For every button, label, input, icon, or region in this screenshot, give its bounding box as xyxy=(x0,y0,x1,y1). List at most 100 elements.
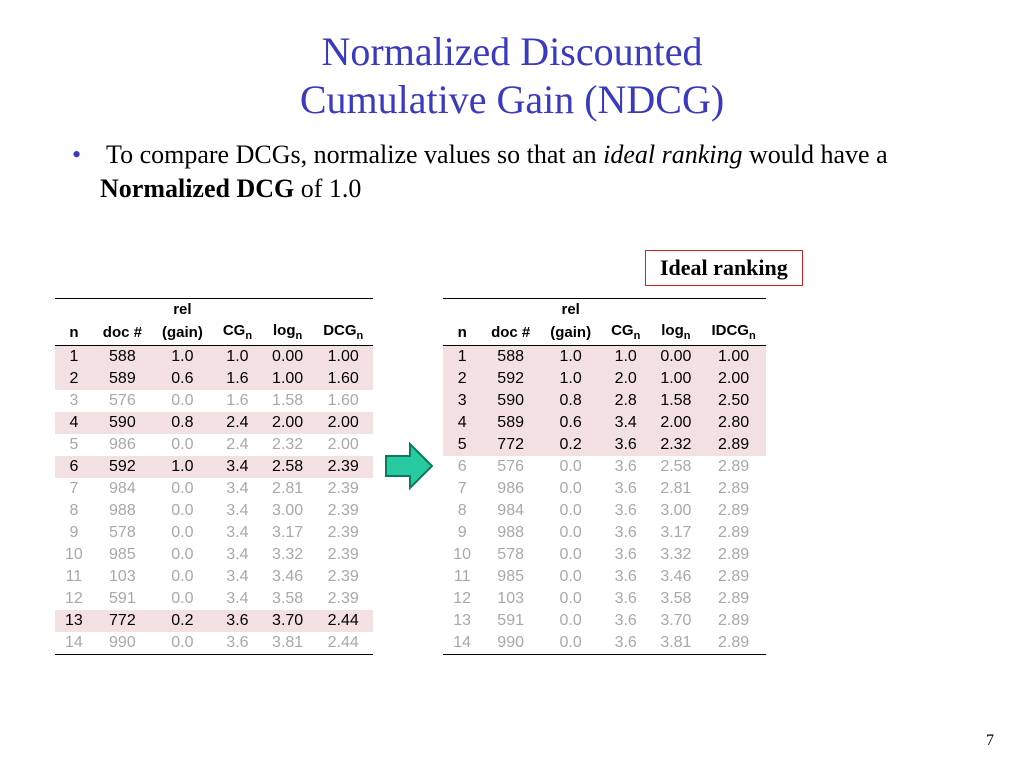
bullet-text-post: of 1.0 xyxy=(294,174,361,203)
table-cell: 2.39 xyxy=(313,522,373,544)
right-table-container: rel ndoc #(gain)CGnlognIDCGn15881.01.00.… xyxy=(443,298,765,655)
arrow-wrap xyxy=(373,438,443,494)
table-cell: 0.6 xyxy=(152,368,213,390)
table-cell: 2.89 xyxy=(701,632,765,655)
table-cell: 0.0 xyxy=(540,566,601,588)
table-cell: 591 xyxy=(93,588,152,610)
tables-row: rel ndoc #(gain)CGnlognDCGn15881.01.00.0… xyxy=(55,298,984,655)
table-cell: 590 xyxy=(481,390,540,412)
arrow-right-icon xyxy=(380,438,436,494)
table-cell: 3.6 xyxy=(601,456,650,478)
table-cell: 2 xyxy=(443,368,481,390)
table-cell: 990 xyxy=(93,632,152,655)
table-cell: 11 xyxy=(443,566,481,588)
table-cell: 5 xyxy=(443,434,481,456)
table-cell: 10 xyxy=(55,544,93,566)
title-line-2: Cumulative Gain (NDCG) xyxy=(300,77,724,122)
table-cell: 3.70 xyxy=(262,610,313,632)
table-cell: 1.58 xyxy=(650,390,701,412)
table-cell: 1.00 xyxy=(650,368,701,390)
table-cell: 4 xyxy=(55,412,93,434)
table-cell: 2.89 xyxy=(701,610,765,632)
table-row: 89840.03.63.002.89 xyxy=(443,500,765,522)
dcg-header-top: rel xyxy=(152,299,213,321)
dcg-header: logn xyxy=(262,320,313,346)
table-cell: 0.0 xyxy=(152,566,213,588)
table-cell: 103 xyxy=(93,566,152,588)
slide: Normalized Discounted Cumulative Gain (N… xyxy=(0,0,1024,768)
idcg-header: IDCGn xyxy=(701,320,765,346)
table-cell: 2.89 xyxy=(701,588,765,610)
bullet-text-mid: would have a xyxy=(743,140,888,169)
table-cell: 988 xyxy=(481,522,540,544)
table-cell: 1.0 xyxy=(540,368,601,390)
table-cell: 3 xyxy=(443,390,481,412)
table-cell: 578 xyxy=(93,522,152,544)
table-cell: 3.6 xyxy=(601,566,650,588)
table-cell: 985 xyxy=(481,566,540,588)
idcg-header-top xyxy=(443,299,481,321)
table-cell: 576 xyxy=(93,390,152,412)
table-row: 89880.03.43.002.39 xyxy=(55,500,373,522)
table-cell: 1.6 xyxy=(213,390,262,412)
bullet-text-pre: To compare DCGs, normalize values so tha… xyxy=(106,140,603,169)
table-cell: 2.39 xyxy=(313,588,373,610)
table-row: 45890.63.42.002.80 xyxy=(443,412,765,434)
table-cell: 988 xyxy=(93,500,152,522)
table-cell: 3.17 xyxy=(262,522,313,544)
table-row: 99880.03.63.172.89 xyxy=(443,522,765,544)
table-cell: 985 xyxy=(93,544,152,566)
table-row: 149900.03.63.812.44 xyxy=(55,632,373,655)
table-cell: 12 xyxy=(443,588,481,610)
table-cell: 578 xyxy=(481,544,540,566)
table-cell: 986 xyxy=(93,434,152,456)
table-cell: 2.0 xyxy=(601,368,650,390)
table-cell: 0.00 xyxy=(650,346,701,369)
table-row: 121030.03.63.582.89 xyxy=(443,588,765,610)
table-cell: 2.81 xyxy=(650,478,701,500)
table-cell: 3.6 xyxy=(601,610,650,632)
table-row: 149900.03.63.812.89 xyxy=(443,632,765,655)
table-cell: 2.89 xyxy=(701,522,765,544)
table-cell: 1.00 xyxy=(262,368,313,390)
table-cell: 1.0 xyxy=(152,346,213,369)
table-cell: 2.50 xyxy=(701,390,765,412)
table-cell: 588 xyxy=(93,346,152,369)
table-row: 79860.03.62.812.89 xyxy=(443,478,765,500)
table-cell: 0.0 xyxy=(152,544,213,566)
table-cell: 2.89 xyxy=(701,544,765,566)
table-cell: 1.00 xyxy=(701,346,765,369)
table-cell: 0.2 xyxy=(152,610,213,632)
table-cell: 2.00 xyxy=(313,434,373,456)
table-cell: 772 xyxy=(93,610,152,632)
table-cell: 3.6 xyxy=(601,522,650,544)
table-cell: 591 xyxy=(481,610,540,632)
table-cell: 772 xyxy=(481,434,540,456)
title-line-1: Normalized Discounted xyxy=(322,29,703,74)
dcg-header: CGn xyxy=(213,320,262,346)
left-table-container: rel ndoc #(gain)CGnlognDCGn15881.01.00.0… xyxy=(55,298,373,655)
table-cell: 7 xyxy=(55,478,93,500)
table-cell: 2.00 xyxy=(262,412,313,434)
table-cell: 590 xyxy=(93,412,152,434)
dcg-header-top xyxy=(313,299,373,321)
table-cell: 0.0 xyxy=(152,632,213,655)
table-cell: 3.81 xyxy=(262,632,313,655)
table-cell: 8 xyxy=(443,500,481,522)
table-cell: 2.39 xyxy=(313,566,373,588)
dcg-header: n xyxy=(55,320,93,346)
table-cell: 0.0 xyxy=(540,522,601,544)
table-cell: 2.89 xyxy=(701,434,765,456)
table-cell: 0.0 xyxy=(540,588,601,610)
table-cell: 3.6 xyxy=(601,478,650,500)
table-cell: 589 xyxy=(481,412,540,434)
table-cell: 6 xyxy=(443,456,481,478)
table-cell: 3.6 xyxy=(601,588,650,610)
table-cell: 0.0 xyxy=(152,434,213,456)
table-cell: 2.39 xyxy=(313,478,373,500)
table-cell: 0.0 xyxy=(540,610,601,632)
table-cell: 1.0 xyxy=(601,346,650,369)
table-cell: 1.0 xyxy=(152,456,213,478)
table-cell: 0.0 xyxy=(152,478,213,500)
table-row: 45900.82.42.002.00 xyxy=(55,412,373,434)
